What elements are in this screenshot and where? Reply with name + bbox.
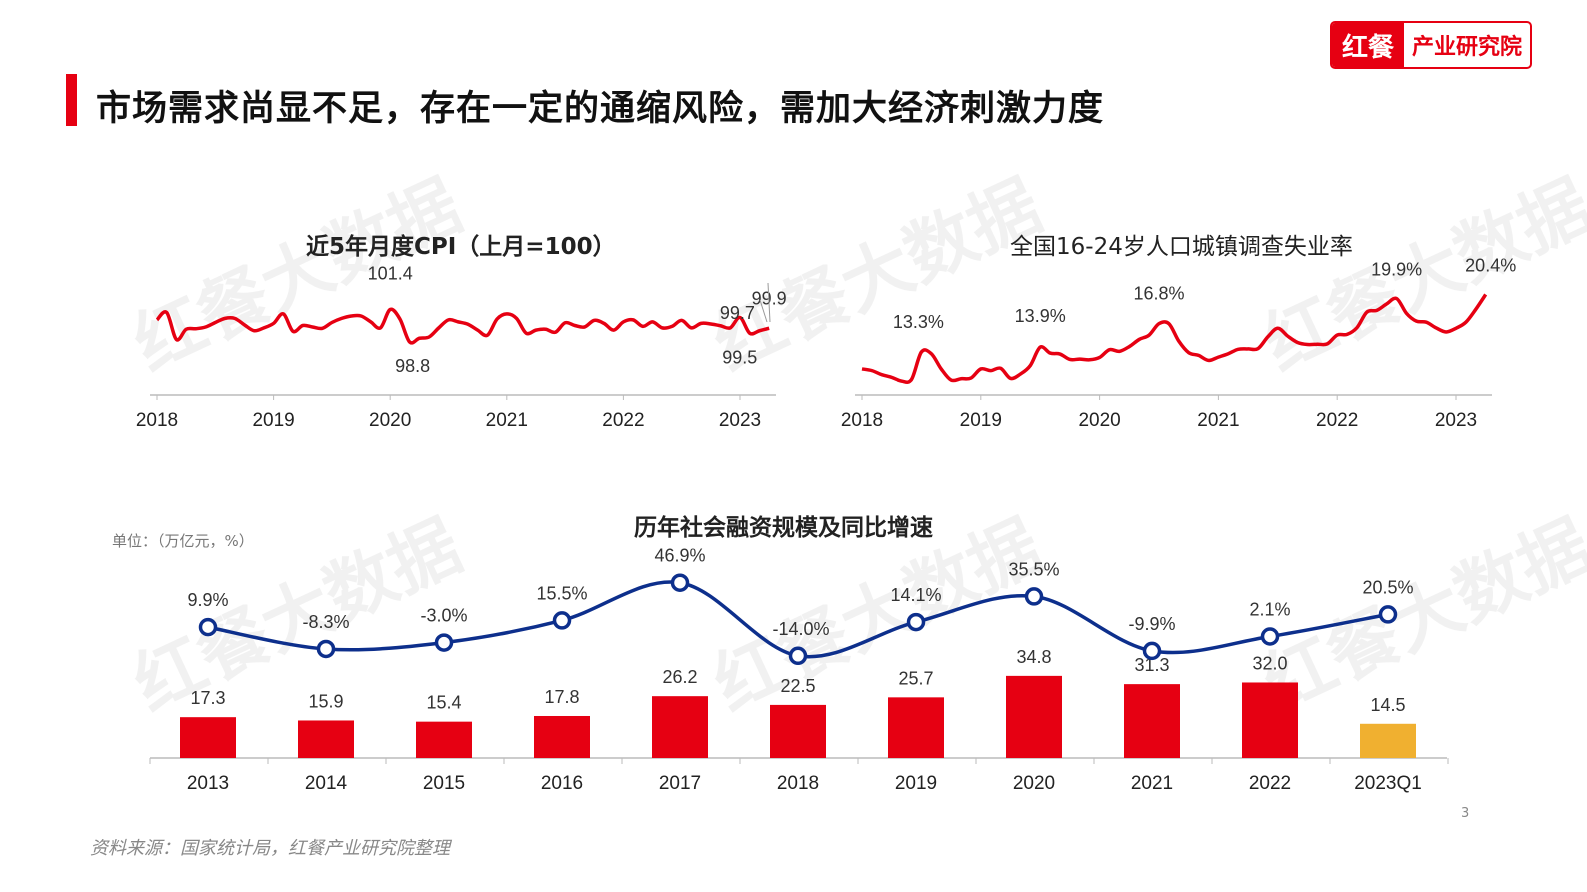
bar	[888, 697, 944, 758]
x-tick-label: 2017	[659, 773, 701, 794]
bar-label: 25.7	[898, 668, 933, 688]
cpi-chart-title: 近5年月度CPI（上月=100）	[306, 234, 616, 260]
bar-label: 14.5	[1370, 695, 1405, 715]
x-tick-label: 2023Q1	[1354, 773, 1422, 794]
x-tick-label: 2018	[136, 410, 178, 431]
x-tick-label: 2018	[841, 410, 883, 431]
growth-point	[1260, 627, 1280, 646]
data-label: 16.8%	[1133, 284, 1184, 304]
x-tick-label: 2013	[187, 773, 229, 794]
bar-label: 26.2	[662, 667, 697, 687]
bar	[1006, 675, 1062, 758]
x-tick-label: 2021	[1131, 773, 1173, 794]
growth-point	[1024, 587, 1044, 606]
x-tick-label: 2019	[895, 773, 937, 794]
page-title: 市场需求尚显不足，存在一定的通缩风险，需加大经济刺激力度	[96, 89, 1105, 129]
logo-left: 红餐	[1332, 23, 1404, 67]
bar	[416, 721, 472, 758]
x-tick-label: 2018	[777, 773, 819, 794]
bar-label: 32.0	[1252, 653, 1287, 673]
x-tick-label: 2019	[252, 410, 294, 431]
bar	[1360, 723, 1416, 758]
data-label: 19.9%	[1371, 260, 1422, 280]
x-tick-label: 2023	[1435, 410, 1477, 431]
bar	[298, 720, 354, 758]
x-tick-label: 2022	[1316, 410, 1358, 431]
logo: 红餐 产业研究院	[1330, 21, 1532, 69]
growth-label: 46.9%	[654, 546, 705, 566]
page-number: 3	[1461, 806, 1470, 821]
x-tick-label: 2020	[1013, 773, 1055, 794]
growth-point	[1378, 605, 1398, 624]
bar	[1124, 684, 1180, 758]
bar	[1242, 682, 1298, 758]
growth-point	[198, 617, 218, 637]
growth-label: 14.1%	[890, 585, 941, 605]
bar-label: 34.8	[1016, 647, 1051, 667]
growth-point	[434, 633, 454, 652]
growth-label: -3.0%	[420, 606, 467, 626]
growth-label: 9.9%	[187, 590, 228, 610]
data-label: 20.4%	[1465, 255, 1516, 275]
source-note: 资料来源：国家统计局，红餐产业研究院整理	[90, 838, 450, 859]
bar	[534, 715, 590, 758]
bar-label: 31.3	[1134, 655, 1169, 675]
x-tick-label: 2020	[369, 410, 411, 431]
data-label: 99.7	[720, 303, 755, 323]
growth-label: 15.5%	[536, 583, 587, 603]
growth-label: 2.1%	[1249, 599, 1290, 619]
growth-point	[552, 611, 572, 630]
bar-label: 17.3	[190, 688, 225, 708]
bar-label: 22.5	[780, 676, 815, 696]
title-accent-bar	[66, 74, 77, 126]
data-label: 13.3%	[893, 312, 944, 332]
growth-point	[906, 612, 926, 632]
bar-label: 15.4	[426, 693, 461, 713]
data-label: 99.5	[722, 347, 757, 367]
x-tick-label: 2015	[423, 773, 465, 794]
leader-line	[767, 282, 771, 323]
growth-label: -14.0%	[772, 619, 829, 639]
growth-point	[788, 646, 808, 666]
x-tick-label: 2016	[541, 773, 583, 794]
data-label: 101.4	[368, 264, 413, 284]
x-tick-label: 2019	[960, 410, 1002, 431]
growth-label: -8.3%	[302, 612, 349, 632]
logo-right: 产业研究院	[1411, 35, 1522, 60]
growth-label: 20.5%	[1362, 577, 1413, 597]
data-label: 13.9%	[1015, 306, 1066, 326]
growth-point	[670, 573, 690, 592]
bar-label: 15.9	[308, 691, 343, 711]
x-tick-label: 2022	[602, 410, 644, 431]
x-tick-label: 2021	[1197, 410, 1239, 431]
growth-label: -9.9%	[1128, 614, 1175, 634]
unemployment-chart-title: 全国16-24岁人口城镇调查失业率	[1010, 234, 1353, 260]
growth-point	[1142, 641, 1162, 661]
series-line	[155, 307, 770, 345]
data-label: 98.8	[395, 356, 430, 376]
leader-line	[759, 299, 768, 323]
x-tick-label: 2022	[1249, 773, 1291, 794]
x-tick-label: 2023	[719, 410, 761, 431]
x-tick-label: 2014	[305, 773, 348, 794]
x-tick-label: 2021	[486, 410, 528, 431]
series-line	[861, 293, 1488, 384]
growth-label: 35.5%	[1008, 559, 1059, 579]
bar	[770, 704, 826, 758]
bar	[652, 696, 708, 758]
growth-point	[316, 639, 336, 659]
unit-label: 单位：（万亿元，%）	[112, 532, 254, 550]
bar-label: 17.8	[544, 687, 579, 707]
bar	[180, 717, 236, 758]
x-tick-label: 2020	[1078, 410, 1120, 431]
financing-chart-title: 历年社会融资规模及同比增速	[634, 515, 933, 541]
